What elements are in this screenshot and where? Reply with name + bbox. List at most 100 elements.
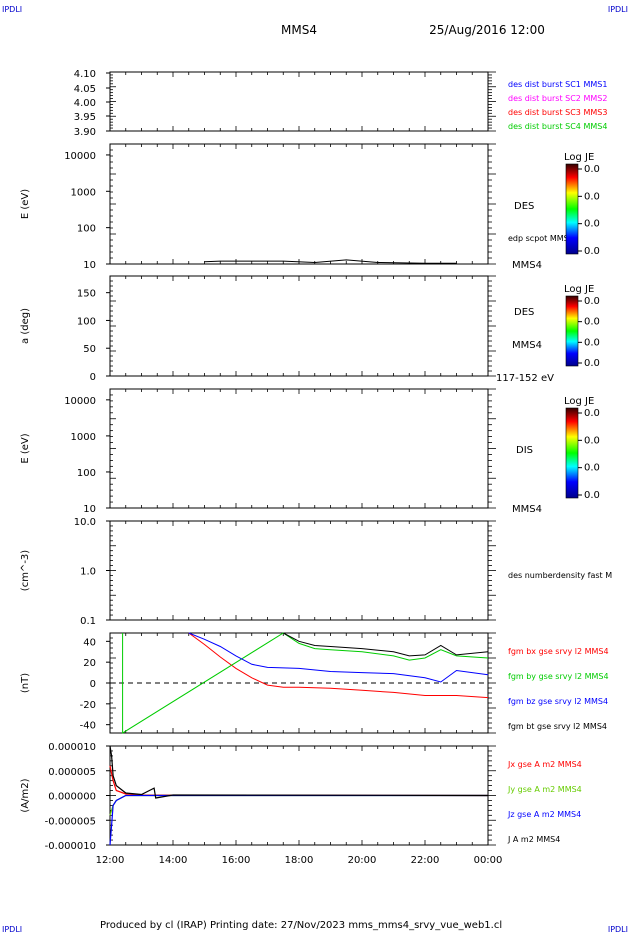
legend-entry: des dist burst SC4 MMS4 — [508, 122, 607, 131]
corner-label: IPDLI — [608, 925, 628, 934]
legend-entry: fgm by gse srvy l2 MMS4 — [508, 672, 609, 681]
axis-tick-label: 0.000010 — [48, 742, 96, 753]
axis-tick-label: 10.0 — [74, 517, 96, 528]
time-axis-label: 16:00 — [222, 855, 251, 866]
colorbar-tick-label: 0.0 — [584, 191, 600, 202]
species-label: DES — [514, 307, 534, 318]
axis-tick-label: -0.000010 — [45, 841, 96, 852]
legend-entry: des dist burst SC2 MMS2 — [508, 94, 607, 103]
panel-frame — [109, 71, 489, 132]
colorbar-tick-label: 0.0 — [584, 219, 600, 230]
b-field-series-line — [188, 632, 489, 699]
colorbar-tick-label: 0.0 — [584, 246, 600, 257]
axis-tick-label: 0.1 — [80, 616, 96, 627]
b-field-series-line — [283, 632, 489, 657]
axis-y-label: (nT) — [20, 673, 31, 693]
time-axis-label: 20:00 — [348, 855, 377, 866]
colorbar-fill — [565, 163, 579, 255]
axis-tick-label: 10 — [83, 260, 96, 271]
axis-y-label: a (deg) — [20, 308, 31, 344]
legend-entry: Jx gse A m2 MMS4 — [507, 760, 582, 769]
current-series-line — [109, 794, 488, 846]
panel-frame — [109, 143, 489, 265]
footer-credit: Produced by cl (IRAP) Printing date: 27/… — [100, 920, 502, 931]
axis-tick-label: 20 — [83, 658, 96, 669]
axis-tick-label: -20 — [80, 700, 96, 711]
axis-y-label: (A/m2) — [20, 778, 31, 812]
energy-range-label: 117-152 eV — [496, 373, 554, 384]
current-series-line — [109, 794, 488, 816]
axis-tick-label: -0.000005 — [45, 816, 96, 827]
axis-y-label: E (eV) — [20, 189, 31, 219]
axis-tick-label: 150 — [77, 289, 96, 300]
axis-tick-label: 100 — [77, 316, 96, 327]
colorbar-fill — [565, 295, 579, 367]
panel-frame — [109, 520, 489, 621]
corner-label: IPDLI — [2, 5, 22, 14]
axis-tick-label: 40 — [83, 637, 96, 648]
axis-tick-label: 4.00 — [74, 98, 96, 109]
axis-tick-label: -40 — [80, 721, 96, 732]
axis-tick-label: 4.05 — [74, 84, 96, 95]
axis-tick-label: 0 — [90, 679, 96, 690]
axis-tick-label: 0 — [90, 372, 96, 383]
colorbar-title: Log JE — [564, 396, 594, 407]
axis-tick-label: 0.000000 — [48, 792, 96, 803]
axis-tick-label: 4.10 — [74, 69, 96, 80]
axis-tick-label: 3.95 — [74, 112, 96, 123]
colorbar-fill — [565, 407, 579, 499]
scpot-series-line — [204, 259, 457, 264]
legend-entry: Jz gse A m2 MMS4 — [507, 810, 581, 819]
current-series-line — [109, 765, 489, 797]
axis-tick-label: 0.000005 — [48, 767, 96, 778]
legend-entry: Jy gse A m2 MMS4 — [507, 785, 582, 794]
panel-frame — [109, 275, 489, 377]
species-label: DIS — [516, 445, 533, 456]
legend-entry: fgm bz gse srvy l2 MMS4 — [508, 697, 608, 706]
time-axis-label: 12:00 — [96, 855, 125, 866]
colorbar-tick-label: 0.0 — [584, 164, 600, 175]
axis-tick-label: 1000 — [71, 432, 96, 443]
legend-entry: fgm bt gse srvy l2 MMS4 — [508, 722, 607, 731]
colorbar-tick-label: 0.0 — [584, 337, 600, 348]
colorbar-tick-label: 0.0 — [584, 296, 600, 307]
legend-entry: fgm bx gse srvy l2 MMS4 — [508, 647, 609, 656]
time-axis-label: 18:00 — [285, 855, 314, 866]
colorbar-tick-label: 0.0 — [584, 435, 600, 446]
legend-entry: des dist burst SC3 MMS3 — [508, 108, 607, 117]
legend-entry: des dist burst SC1 MMS1 — [508, 80, 607, 89]
legend-entry: J A m2 MMS4 — [507, 835, 560, 844]
axis-y-label: E (eV) — [20, 433, 31, 463]
colorbar-tick-label: 0.0 — [584, 490, 600, 501]
spacecraft-label: MMS4 — [512, 504, 542, 515]
axis-tick-label: 100 — [77, 224, 96, 235]
corner-label: IPDLI — [608, 5, 628, 14]
spacecraft-label: MMS4 — [512, 340, 542, 351]
colorbar-title: Log JE — [564, 152, 594, 163]
time-axis-label: 14:00 — [159, 855, 188, 866]
colorbar-dis-energy — [565, 407, 579, 499]
axis-y-label: (cm^-3) — [20, 550, 31, 591]
header-datetime: 25/Aug/2016 12:00 — [429, 23, 545, 37]
axis-tick-label: 10 — [83, 504, 96, 515]
axis-tick-label: 3.90 — [74, 127, 96, 138]
axis-tick-label: 10000 — [64, 396, 96, 407]
colorbar-tick-label: 0.0 — [584, 463, 600, 474]
axis-tick-label: 1.0 — [80, 567, 96, 578]
colorbar-des-energy — [565, 163, 579, 255]
axis-tick-label: 1000 — [71, 187, 96, 198]
colorbar-tick-label: 0.0 — [584, 358, 600, 369]
overlay-label: edp scpot MMS4 — [508, 234, 574, 243]
legend-entry: des numberdensity fast M — [508, 571, 612, 580]
axis-tick-label: 50 — [83, 344, 96, 355]
header-spacecraft: MMS4 — [281, 23, 317, 37]
colorbar-tick-label: 0.0 — [584, 408, 600, 419]
colorbar-tick-label: 0.0 — [584, 317, 600, 328]
colorbar-pitch-angle — [565, 295, 579, 367]
corner-label: IPDLI — [2, 925, 22, 934]
current-series-line — [109, 745, 489, 799]
time-axis-label: 00:00 — [474, 855, 503, 866]
panel-frame — [109, 388, 489, 509]
species-label: DES — [514, 201, 534, 212]
